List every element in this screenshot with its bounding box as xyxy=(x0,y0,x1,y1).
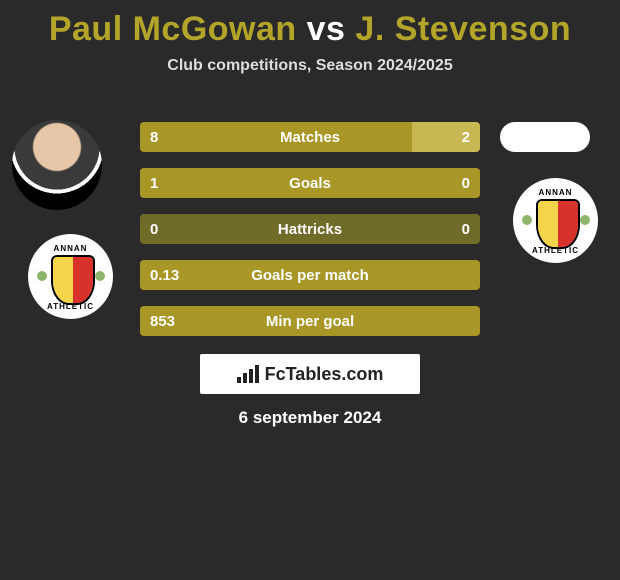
vs-label: vs xyxy=(307,10,346,48)
stat-rows: 82Matches 10Goals 00Hattricks 0.13Goals per… xyxy=(140,122,480,352)
stat-row: 853Min per goal xyxy=(140,306,480,336)
stat-label: Min per goal xyxy=(140,306,480,336)
stat-row: 00Hattricks xyxy=(140,214,480,244)
player1-club-badge: ANNAN ATHLETIC xyxy=(28,234,113,319)
player2-avatar xyxy=(500,122,590,152)
stat-row: 10Goals xyxy=(140,168,480,198)
player2-name: J. Stevenson xyxy=(355,10,571,48)
page-title: Paul McGowan vs J. Stevenson xyxy=(0,0,620,49)
club-crest-icon: ANNAN ATHLETIC xyxy=(526,191,586,251)
date-label: 6 september 2024 xyxy=(0,408,620,428)
stat-row: 0.13Goals per match xyxy=(140,260,480,290)
player2-club-badge: ANNAN ATHLETIC xyxy=(513,178,598,263)
club-name-top: ANNAN xyxy=(41,244,101,253)
club-name-bottom: ATHLETIC xyxy=(41,302,101,311)
brand-text: FcTables.com xyxy=(265,364,384,385)
stat-label: Matches xyxy=(140,122,480,152)
comparison-card: Paul McGowan vs J. Stevenson Club compet… xyxy=(0,0,620,580)
branding-badge: FcTables.com xyxy=(200,354,420,394)
club-crest-icon: ANNAN ATHLETIC xyxy=(41,247,101,307)
bar-chart-icon xyxy=(237,365,259,383)
club-name-top: ANNAN xyxy=(526,188,586,197)
club-name-bottom: ATHLETIC xyxy=(526,246,586,255)
stat-label: Goals per match xyxy=(140,260,480,290)
stat-label: Goals xyxy=(140,168,480,198)
subtitle: Club competitions, Season 2024/2025 xyxy=(0,57,620,75)
stat-row: 82Matches xyxy=(140,122,480,152)
player1-avatar xyxy=(12,120,102,210)
stat-label: Hattricks xyxy=(140,214,480,244)
player1-name: Paul McGowan xyxy=(49,10,297,48)
